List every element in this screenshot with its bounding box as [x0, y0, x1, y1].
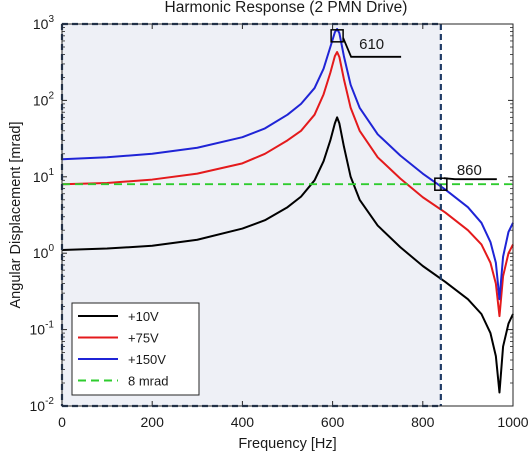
- y-tick-label: 103: [33, 14, 55, 32]
- legend-label-0: +10V: [128, 309, 159, 324]
- x-tick-label: 800: [411, 414, 435, 430]
- series-line-1: [61, 51, 514, 318]
- annotation-860-marker: [434, 177, 448, 191]
- legend-label-3: 8 mrad: [128, 374, 168, 389]
- x-axis-label: Frequency [Hz]: [238, 436, 336, 452]
- x-tick-label: 1000: [497, 414, 528, 430]
- series-line-0: [61, 116, 514, 394]
- annotations: 610 860: [330, 29, 497, 191]
- y-tick-label: 10-2: [30, 396, 55, 414]
- x-tick-label: 0: [58, 414, 66, 430]
- chart-title-group: Harmonic Response (2 PMN Drive): [165, 0, 408, 16]
- chart-title: Harmonic Response (2 PMN Drive): [165, 0, 408, 16]
- y-tick-label: 100: [33, 243, 55, 261]
- annotation-860-label: 860: [457, 162, 482, 179]
- legend: +10V +75V +150V 8 mrad: [71, 302, 200, 396]
- annotation-610-label: 610: [359, 36, 384, 53]
- x-tick-label: 200: [141, 414, 165, 430]
- axis-ticks: 0 200 400 600 800 1000 10-2 10-1 100 101 102 103: [30, 14, 529, 430]
- annotation-860-leader: [443, 177, 497, 181]
- legend-label-1: +75V: [128, 331, 159, 346]
- y-tick-label: 102: [33, 90, 55, 108]
- series-line-2: [61, 28, 514, 301]
- x-tick-label: 600: [321, 414, 345, 430]
- plot-frame: [61, 23, 514, 407]
- annotation-610-marker: [330, 29, 344, 43]
- x-tick-label: 400: [231, 414, 255, 430]
- annotation-610-leader: [342, 37, 402, 58]
- y-axis-label: Angular Displacement [mrad]: [8, 122, 24, 309]
- legend-label-2: +150V: [128, 352, 166, 367]
- y-tick-label: 10-1: [30, 320, 55, 338]
- y-tick-label: 101: [33, 167, 55, 185]
- series-lines: [61, 28, 514, 394]
